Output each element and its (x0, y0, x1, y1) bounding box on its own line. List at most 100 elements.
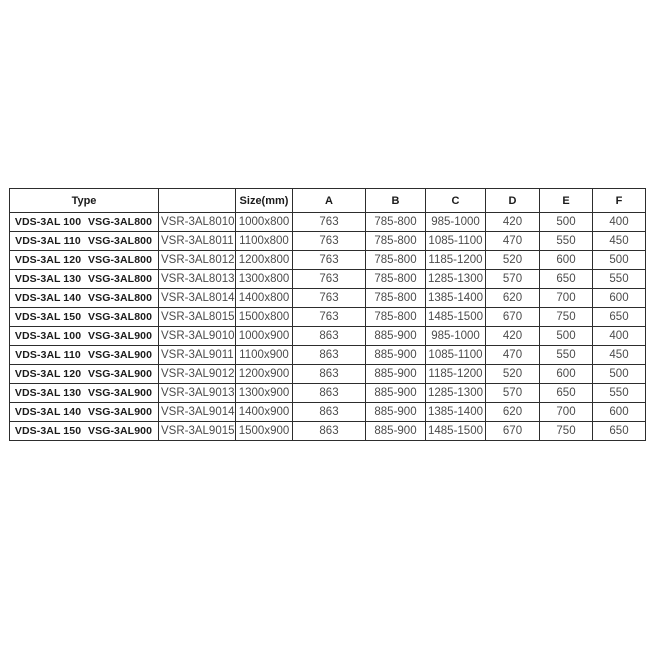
cell-b: 785-800 (365, 269, 426, 289)
cell-e: 700 (539, 288, 593, 308)
table-row: VDS-3AL 140 VSG-3AL800 VSR-3AL8014 1400x800… (9, 288, 646, 308)
cell-e: 550 (539, 231, 593, 251)
cell-f: 500 (592, 250, 646, 270)
cell-a: 763 (292, 288, 366, 308)
cell-b: 785-800 (365, 307, 426, 327)
cell-f: 450 (592, 345, 646, 365)
table-row: VDS-3AL 110 VSG-3AL800 VSR-3AL8011 1100x800… (9, 231, 646, 251)
type-vsg-label: VSG-3AL900 (87, 330, 153, 342)
table-row: VDS-3AL 120 VSG-3AL900 VSR-3AL9012 1200x900… (9, 364, 646, 384)
cell-model: VSR-3AL9010 (158, 326, 236, 346)
type-vsg-label: VSG-3AL800 (87, 311, 153, 323)
cell-a: 863 (292, 421, 366, 441)
cell-a: 763 (292, 250, 366, 270)
cell-type: VDS-3AL 120 VSG-3AL900 (9, 364, 159, 384)
cell-size: 1500x900 (235, 421, 293, 441)
cell-a: 863 (292, 364, 366, 384)
cell-f: 400 (592, 326, 646, 346)
cell-f: 550 (592, 269, 646, 289)
cell-b: 885-900 (365, 345, 426, 365)
cell-c: 985-1000 (425, 326, 486, 346)
header-model (158, 188, 236, 213)
header-size: Size(mm) (235, 188, 293, 213)
cell-a: 863 (292, 402, 366, 422)
cell-d: 420 (485, 326, 540, 346)
table-row: VDS-3AL 110 VSG-3AL900 VSR-3AL9011 1100x900… (9, 345, 646, 365)
cell-b: 785-800 (365, 250, 426, 270)
cell-b: 885-900 (365, 326, 426, 346)
cell-b: 885-900 (365, 383, 426, 403)
cell-c: 1285-1300 (425, 383, 486, 403)
type-vsg-label: VSG-3AL800 (87, 216, 153, 228)
cell-e: 650 (539, 269, 593, 289)
cell-type: VDS-3AL 130 VSG-3AL900 (9, 383, 159, 403)
cell-f: 400 (592, 212, 646, 232)
cell-d: 470 (485, 345, 540, 365)
cell-size: 1300x800 (235, 269, 293, 289)
cell-e: 700 (539, 402, 593, 422)
cell-type: VDS-3AL 110 VSG-3AL900 (9, 345, 159, 365)
cell-a: 863 (292, 326, 366, 346)
type-vds-label: VDS-3AL 140 (14, 292, 82, 304)
type-vds-label: VDS-3AL 100 (14, 216, 82, 228)
cell-c: 1385-1400 (425, 402, 486, 422)
cell-e: 600 (539, 364, 593, 384)
table-row: VDS-3AL 150 VSG-3AL800 VSR-3AL8015 1500x800… (9, 307, 646, 327)
cell-size: 1200x900 (235, 364, 293, 384)
cell-model: VSR-3AL9015 (158, 421, 236, 441)
cell-b: 785-800 (365, 288, 426, 308)
header-dim-f: F (592, 188, 646, 213)
cell-size: 1200x800 (235, 250, 293, 270)
cell-size: 1300x900 (235, 383, 293, 403)
cell-f: 650 (592, 421, 646, 441)
cell-e: 550 (539, 345, 593, 365)
header-dim-b: B (365, 188, 426, 213)
cell-c: 1085-1100 (425, 345, 486, 365)
cell-model: VSR-3AL9012 (158, 364, 236, 384)
table-row: VDS-3AL 100 VSG-3AL800 VSR-3AL8010 1000x800… (9, 212, 646, 232)
cell-b: 885-900 (365, 421, 426, 441)
cell-type: VDS-3AL 150 VSG-3AL800 (9, 307, 159, 327)
cell-f: 500 (592, 364, 646, 384)
cell-size: 1100x900 (235, 345, 293, 365)
cell-d: 670 (485, 421, 540, 441)
cell-d: 670 (485, 307, 540, 327)
header-type: Type (9, 188, 159, 213)
cell-type: VDS-3AL 130 VSG-3AL800 (9, 269, 159, 289)
table-row: VDS-3AL 140 VSG-3AL900 VSR-3AL9014 1400x900… (9, 402, 646, 422)
type-vsg-label: VSG-3AL800 (87, 292, 153, 304)
cell-d: 570 (485, 269, 540, 289)
cell-c: 1385-1400 (425, 288, 486, 308)
cell-d: 520 (485, 364, 540, 384)
cell-size: 1000x900 (235, 326, 293, 346)
cell-c: 985-1000 (425, 212, 486, 232)
cell-type: VDS-3AL 140 VSG-3AL900 (9, 402, 159, 422)
cell-b: 885-900 (365, 364, 426, 384)
type-vds-label: VDS-3AL 100 (14, 330, 82, 342)
cell-a: 763 (292, 212, 366, 232)
cell-d: 620 (485, 288, 540, 308)
cell-size: 1400x800 (235, 288, 293, 308)
type-vds-label: VDS-3AL 110 (15, 235, 81, 247)
table-row: VDS-3AL 130 VSG-3AL900 VSR-3AL9013 1300x900… (9, 383, 646, 403)
cell-size: 1400x900 (235, 402, 293, 422)
cell-size: 1000x800 (235, 212, 293, 232)
type-vds-label: VDS-3AL 130 (14, 273, 82, 285)
type-vsg-label: VSG-3AL900 (87, 406, 153, 418)
cell-f: 600 (592, 402, 646, 422)
type-vds-label: VDS-3AL 120 (14, 368, 82, 380)
table-row: VDS-3AL 130 VSG-3AL800 VSR-3AL8013 1300x800… (9, 269, 646, 289)
cell-model: VSR-3AL9013 (158, 383, 236, 403)
cell-b: 785-800 (365, 212, 426, 232)
cell-type: VDS-3AL 140 VSG-3AL800 (9, 288, 159, 308)
cell-e: 750 (539, 307, 593, 327)
type-vds-label: VDS-3AL 130 (14, 387, 82, 399)
cell-a: 763 (292, 231, 366, 251)
cell-model: VSR-3AL8012 (158, 250, 236, 270)
type-vsg-label: VSG-3AL900 (87, 387, 153, 399)
cell-e: 750 (539, 421, 593, 441)
table-row: VDS-3AL 100 VSG-3AL900 VSR-3AL9010 1000x900… (9, 326, 646, 346)
cell-e: 500 (539, 212, 593, 232)
cell-size: 1500x800 (235, 307, 293, 327)
